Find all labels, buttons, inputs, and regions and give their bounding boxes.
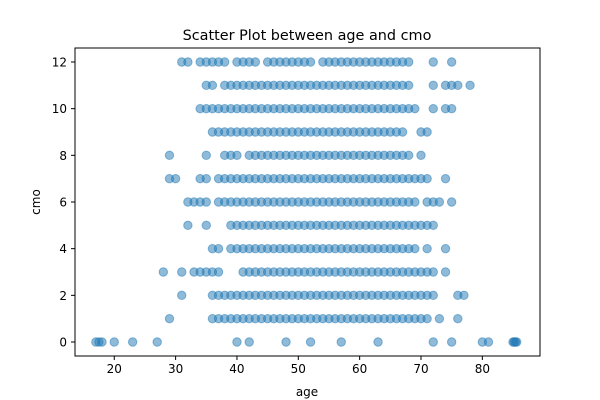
data-point xyxy=(422,243,432,254)
data-point xyxy=(213,267,224,277)
data-point xyxy=(170,173,181,184)
y-tick-label: 6 xyxy=(59,196,67,210)
y-tick-label: 4 xyxy=(59,242,67,256)
data-point xyxy=(109,337,119,347)
x-tick-label: 80 xyxy=(475,362,490,376)
data-point xyxy=(305,57,316,67)
data-point xyxy=(183,220,193,231)
data-point xyxy=(219,57,230,67)
data-point xyxy=(201,197,211,207)
y-tick-label: 8 xyxy=(59,149,67,163)
data-point xyxy=(164,150,175,161)
x-tick-label: 30 xyxy=(168,362,183,376)
x-tick-label: 20 xyxy=(107,362,122,376)
data-point xyxy=(422,127,432,137)
data-point xyxy=(428,337,438,347)
data-point xyxy=(404,57,414,67)
y-axis: 0 2 4 6 8 10 12 xyxy=(52,56,75,350)
chart-title: Scatter Plot between age and cmo xyxy=(183,28,432,44)
x-tick-label: 70 xyxy=(413,362,428,376)
plot-area-frame xyxy=(74,47,541,357)
data-point xyxy=(416,150,426,161)
data-point xyxy=(410,197,420,207)
data-point xyxy=(453,313,463,324)
data-point xyxy=(201,220,211,231)
data-point xyxy=(459,290,469,301)
data-point xyxy=(428,103,438,114)
data-point xyxy=(422,173,432,184)
data-point xyxy=(177,290,187,301)
data-point xyxy=(404,150,414,161)
data-point xyxy=(422,313,432,324)
data-point xyxy=(177,267,187,277)
y-tick-label: 12 xyxy=(52,56,67,70)
data-point xyxy=(158,267,169,277)
data-point xyxy=(397,127,408,137)
data-points xyxy=(91,57,522,347)
x-tick-label: 50 xyxy=(291,362,306,376)
x-axis: 20 30 40 50 60 70 80 xyxy=(107,356,490,376)
data-point xyxy=(434,313,445,324)
data-point xyxy=(281,337,291,347)
data-point xyxy=(465,80,475,91)
data-point xyxy=(440,267,451,277)
data-point xyxy=(201,173,211,184)
x-tick-label: 40 xyxy=(229,362,244,376)
data-point xyxy=(446,337,457,347)
data-point xyxy=(428,80,438,91)
data-point xyxy=(336,337,346,347)
data-point xyxy=(428,267,438,277)
data-point xyxy=(446,103,457,114)
y-tick-label: 10 xyxy=(52,102,67,116)
data-point xyxy=(250,57,261,67)
data-point xyxy=(410,103,420,114)
data-point xyxy=(127,337,138,347)
data-point xyxy=(244,337,254,347)
data-point xyxy=(428,290,438,301)
data-point xyxy=(404,80,414,91)
data-point xyxy=(97,337,107,347)
data-point xyxy=(152,337,162,347)
data-point xyxy=(305,337,316,347)
data-point xyxy=(373,337,383,347)
y-axis-label: cmo xyxy=(29,189,43,215)
x-axis-label: age xyxy=(296,385,318,399)
data-point xyxy=(164,313,175,324)
data-point xyxy=(183,57,193,67)
data-point xyxy=(434,197,445,207)
data-point xyxy=(428,57,438,67)
y-tick-label: 0 xyxy=(59,336,67,350)
data-point xyxy=(453,80,463,91)
y-tick-label: 2 xyxy=(59,289,67,303)
data-point xyxy=(440,243,451,254)
data-point xyxy=(511,337,522,347)
data-point xyxy=(440,173,451,184)
data-point xyxy=(483,337,494,347)
data-point xyxy=(232,150,242,161)
x-tick-label: 60 xyxy=(352,362,367,376)
data-point xyxy=(446,197,457,207)
data-point xyxy=(446,57,457,67)
data-point xyxy=(410,243,420,254)
data-point xyxy=(213,243,224,254)
data-point xyxy=(207,80,218,91)
data-point xyxy=(428,220,438,231)
data-point xyxy=(201,150,211,161)
data-point xyxy=(232,337,242,347)
